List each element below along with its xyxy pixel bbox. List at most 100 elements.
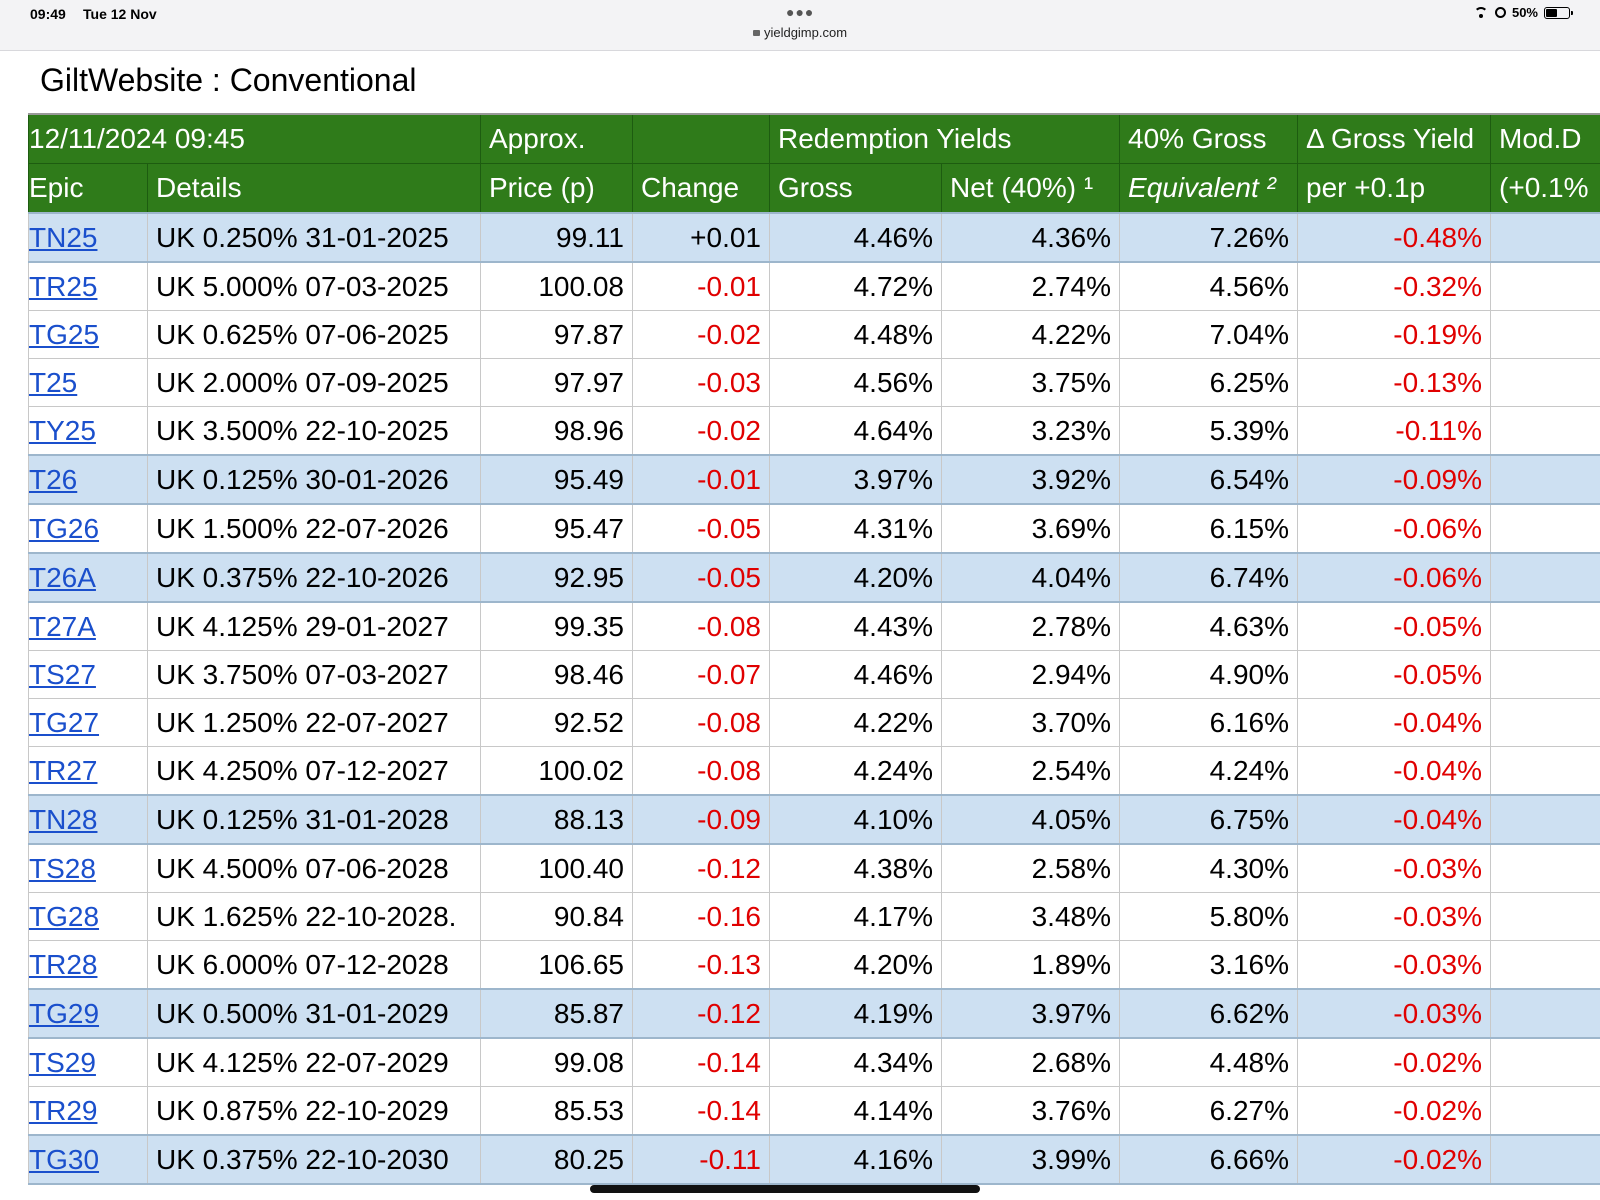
- delta-gross-yield-cell: -0.32%: [1297, 261, 1492, 311]
- header-timestamp: 12/11/2024 09:45: [28, 113, 481, 164]
- more-options-icon[interactable]: ●●●: [786, 4, 815, 20]
- price-cell: 95.47: [480, 503, 633, 554]
- price-cell: 106.65: [480, 940, 633, 990]
- net-yield-cell: 3.97%: [940, 988, 1121, 1039]
- delta-gross-yield-cell: -0.05%: [1297, 601, 1492, 651]
- epic-link[interactable]: TS28: [29, 852, 96, 884]
- mod-duration-cell: [1490, 650, 1600, 699]
- change-cell: -0.02: [632, 310, 770, 359]
- details-cell: UK 6.000% 07-12-2028: [147, 940, 481, 990]
- epic-link[interactable]: TS29: [29, 1046, 96, 1078]
- gross-yield-cell: 4.17%: [769, 892, 942, 941]
- epic-link[interactable]: T26: [29, 463, 78, 495]
- gross-yield-cell: 4.14%: [769, 1086, 942, 1136]
- header-mod-sub: (+0.1%: [1490, 163, 1600, 214]
- delta-gross-yield-cell: -0.19%: [1297, 310, 1492, 359]
- epic-link[interactable]: TR28: [29, 948, 98, 980]
- gross-yield-cell: 4.19%: [769, 988, 942, 1039]
- epic-link[interactable]: TN28: [29, 803, 98, 835]
- epic-link[interactable]: T25: [29, 366, 78, 398]
- battery-icon: [1544, 6, 1573, 19]
- price-cell: 85.87: [480, 988, 633, 1039]
- epic-link[interactable]: TG27: [29, 706, 100, 738]
- gross-yield-cell: 4.64%: [769, 406, 942, 456]
- epic-link[interactable]: TG28: [29, 900, 100, 932]
- gilt-table-container[interactable]: 12/11/2024 09:45 Approx. Redemption Yiel…: [28, 113, 1600, 1200]
- table-row: TR29 UK 0.875% 22-10-2029 85.53 -0.14 4.14% 3…: [28, 1086, 1600, 1136]
- header-mod-duration: Mod.D: [1490, 113, 1600, 164]
- delta-gross-yield-cell: -0.03%: [1297, 988, 1492, 1039]
- epic-cell: TG25: [28, 310, 148, 359]
- address-bar[interactable]: yieldgimp.com: [0, 25, 1600, 40]
- epic-link[interactable]: TG29: [29, 997, 100, 1029]
- battery-percent: 50%: [1511, 5, 1538, 20]
- table-row: TG26 UK 1.500% 22-07-2026 95.47 -0.05 4.31% 3…: [28, 503, 1600, 554]
- epic-link[interactable]: TN25: [29, 221, 98, 253]
- epic-cell: TN25: [28, 212, 148, 263]
- home-indicator[interactable]: [590, 1185, 980, 1193]
- change-cell: -0.05: [632, 503, 770, 554]
- change-cell: -0.09: [632, 794, 770, 845]
- gross-equivalent-cell: 6.75%: [1119, 794, 1299, 845]
- lock-icon: [752, 30, 760, 36]
- net-yield-cell: 4.05%: [940, 794, 1121, 845]
- details-cell: UK 0.125% 31-01-2028: [147, 794, 481, 845]
- table-body: TN25 UK 0.250% 31-01-2025 99.11 +0.01 4.46% 4…: [28, 212, 1600, 1185]
- table-row: TY25 UK 3.500% 22-10-2025 98.96 -0.02 4.64% 3…: [28, 406, 1600, 456]
- epic-link[interactable]: TS27: [29, 658, 96, 690]
- epic-link[interactable]: TG25: [29, 318, 100, 350]
- table-row: T25 UK 2.000% 07-09-2025 97.97 -0.03 4.56% 3.…: [28, 358, 1600, 407]
- net-yield-cell: 3.23%: [940, 406, 1121, 456]
- change-cell: -0.08: [632, 746, 770, 796]
- price-cell: 85.53: [480, 1086, 633, 1136]
- epic-link[interactable]: TY25: [29, 414, 96, 446]
- details-cell: UK 0.250% 31-01-2025: [147, 212, 481, 263]
- net-yield-cell: 4.04%: [940, 552, 1121, 603]
- mod-duration-cell: [1490, 358, 1600, 407]
- epic-link[interactable]: TG30: [29, 1143, 100, 1175]
- page-title: GiltWebsite : Conventional: [40, 62, 417, 98]
- header-row-top: 12/11/2024 09:45 Approx. Redemption Yiel…: [28, 113, 1600, 164]
- epic-cell: TG28: [28, 892, 148, 941]
- price-cell: 80.25: [480, 1134, 633, 1185]
- details-cell: UK 3.500% 22-10-2025: [147, 406, 481, 456]
- epic-cell: TR28: [28, 940, 148, 990]
- gross-yield-cell: 4.20%: [769, 552, 942, 603]
- gross-equivalent-cell: 7.04%: [1119, 310, 1299, 359]
- details-cell: UK 3.750% 07-03-2027: [147, 650, 481, 699]
- table-row: TR27 UK 4.250% 07-12-2027 100.02 -0.08 4.24%…: [28, 746, 1600, 796]
- epic-link[interactable]: TR27: [29, 754, 98, 786]
- epic-cell: TG30: [28, 1134, 148, 1185]
- delta-gross-yield-cell: -0.06%: [1297, 552, 1492, 603]
- gross-equivalent-cell: 4.48%: [1119, 1037, 1299, 1087]
- gross-yield-cell: 4.34%: [769, 1037, 942, 1087]
- price-cell: 100.02: [480, 746, 633, 796]
- epic-link[interactable]: T26A: [29, 561, 96, 593]
- gross-yield-cell: 3.97%: [769, 454, 942, 505]
- change-cell: -0.12: [632, 843, 770, 893]
- change-cell: -0.14: [632, 1037, 770, 1087]
- epic-link[interactable]: TG26: [29, 512, 100, 544]
- epic-link[interactable]: TR29: [29, 1094, 98, 1126]
- price-cell: 100.08: [480, 261, 633, 311]
- price-cell: 98.96: [480, 406, 633, 456]
- change-cell: -0.07: [632, 650, 770, 699]
- delta-gross-yield-cell: -0.03%: [1297, 940, 1492, 990]
- epic-link[interactable]: T27A: [29, 610, 96, 642]
- net-yield-cell: 2.68%: [940, 1037, 1121, 1087]
- delta-gross-yield-cell: -0.05%: [1297, 650, 1492, 699]
- mod-duration-cell: [1490, 1134, 1600, 1185]
- change-cell: -0.13: [632, 940, 770, 990]
- price-cell: 97.87: [480, 310, 633, 359]
- epic-link[interactable]: TR25: [29, 270, 98, 302]
- price-cell: 100.40: [480, 843, 633, 893]
- details-cell: UK 0.500% 31-01-2029: [147, 988, 481, 1039]
- battery-level-fill: [1546, 8, 1557, 17]
- gross-equivalent-cell: 4.63%: [1119, 601, 1299, 651]
- delta-gross-yield-cell: -0.04%: [1297, 698, 1492, 747]
- change-cell: -0.01: [632, 454, 770, 505]
- epic-cell: T26: [28, 454, 148, 505]
- table-row: TR25 UK 5.000% 07-03-2025 100.08 -0.01 4.72%…: [28, 261, 1600, 311]
- details-cell: UK 0.875% 22-10-2029: [147, 1086, 481, 1136]
- change-cell: -0.03: [632, 358, 770, 407]
